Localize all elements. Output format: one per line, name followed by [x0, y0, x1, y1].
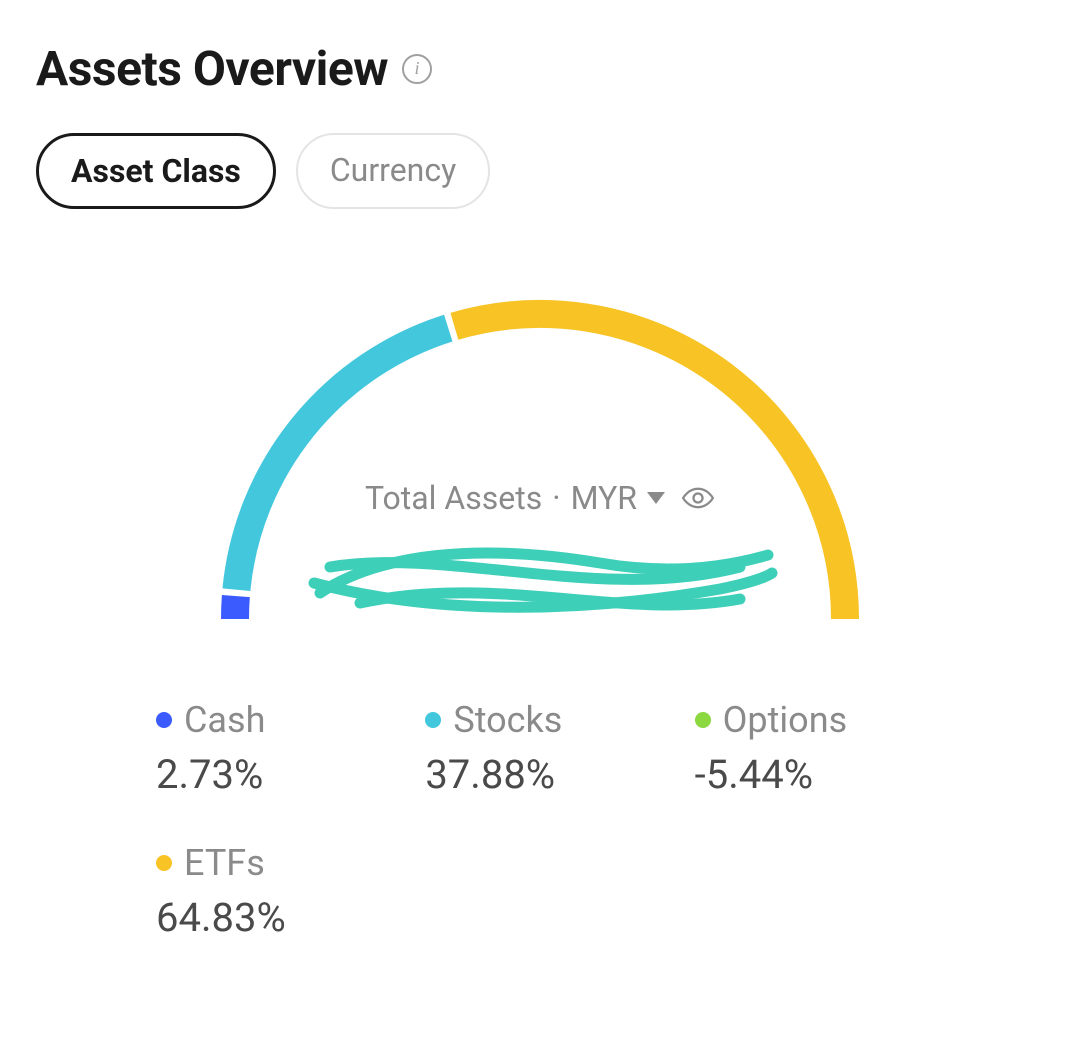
gauge-chart: Total Assets · MYR	[36, 279, 1044, 639]
legend-item-stocks[interactable]: Stocks 37.88%	[425, 699, 674, 798]
currency-selector[interactable]: MYR	[571, 479, 665, 517]
gauge-center: Total Assets · MYR	[300, 479, 780, 621]
legend-label: Stocks	[453, 699, 562, 741]
legend-item-etfs[interactable]: ETFs 64.83%	[156, 842, 405, 941]
total-assets-value-redacted	[300, 533, 780, 621]
legend-value: -5.44%	[695, 751, 944, 798]
legend-label: Options	[723, 699, 848, 741]
visibility-toggle[interactable]	[681, 481, 715, 515]
legend-value: 64.83%	[156, 894, 405, 941]
legend-dot	[695, 712, 711, 728]
tab-asset-class[interactable]: Asset Class	[36, 133, 276, 209]
legend-value: 37.88%	[425, 751, 674, 798]
legend-label: ETFs	[184, 842, 265, 884]
legend: Cash 2.73% Stocks 37.88% Options -5.44% …	[36, 699, 1044, 941]
legend-dot	[425, 712, 441, 728]
legend-dot	[156, 855, 172, 871]
page-title: Assets Overview	[36, 40, 388, 97]
currency-code: MYR	[571, 479, 637, 517]
legend-label: Cash	[184, 699, 265, 741]
legend-value: 2.73%	[156, 751, 405, 798]
legend-dot	[156, 712, 172, 728]
tabs: Asset Class Currency	[36, 133, 1044, 209]
tab-label: Asset Class	[71, 152, 241, 190]
tab-label: Currency	[330, 151, 456, 189]
header: Assets Overview i	[36, 40, 1044, 97]
separator: ·	[552, 479, 560, 517]
total-assets-line: Total Assets · MYR	[300, 479, 780, 517]
tab-currency[interactable]: Currency	[296, 133, 490, 209]
eye-icon	[681, 481, 715, 515]
total-assets-label: Total Assets	[365, 479, 542, 517]
chevron-down-icon	[647, 492, 665, 504]
legend-item-cash[interactable]: Cash 2.73%	[156, 699, 405, 798]
info-icon[interactable]: i	[402, 54, 432, 84]
legend-item-options[interactable]: Options -5.44%	[695, 699, 944, 798]
